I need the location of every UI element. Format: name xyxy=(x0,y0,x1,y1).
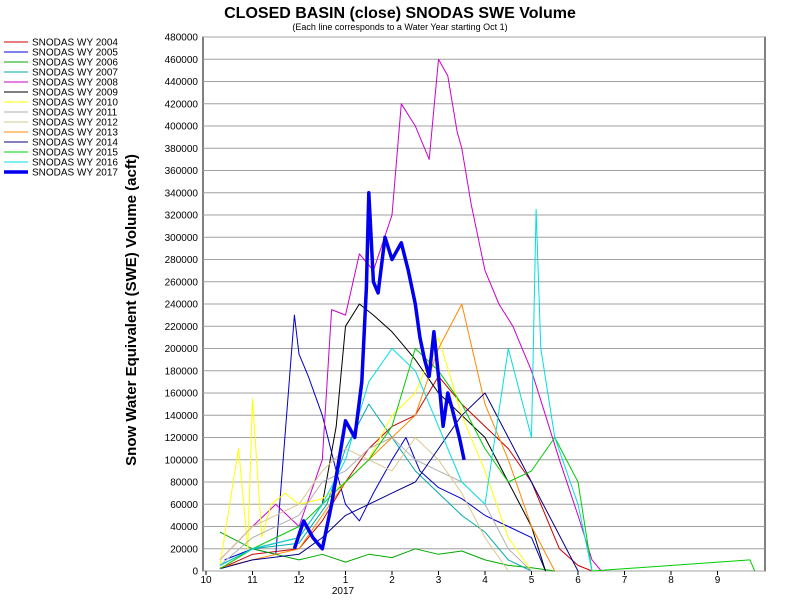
y-axis-label: Snow Water Equivalent (SWE) Volume (acft… xyxy=(123,154,140,466)
x-tick-label: 8 xyxy=(668,575,674,586)
y-tick-label: 240000 xyxy=(165,300,199,311)
y-tick-label: 60000 xyxy=(170,500,198,511)
series-line-10 xyxy=(219,303,556,572)
legend-label: SNODAS WY 2011 xyxy=(32,108,118,119)
x-tick-label: 5 xyxy=(529,575,535,586)
x-tick-label: 6 xyxy=(575,575,581,586)
x-tick-label: 10 xyxy=(200,575,212,586)
x-year-label: 2017 xyxy=(332,586,355,597)
y-tick-label: 280000 xyxy=(165,255,199,266)
x-tick-label: 4 xyxy=(482,575,488,586)
x-tick-label: 12 xyxy=(293,575,305,586)
y-tick-label: 140000 xyxy=(165,411,199,422)
y-tick-label: 20000 xyxy=(170,544,198,555)
legend-label: SNODAS WY 2012 xyxy=(32,118,118,129)
y-tick-label: 380000 xyxy=(165,144,199,155)
y-tick-label: 340000 xyxy=(165,188,199,199)
legend-label: SNODAS WY 2017 xyxy=(32,168,118,179)
legend-label: SNODAS WY 2008 xyxy=(32,78,118,89)
series-lines xyxy=(219,58,756,572)
x-tick-label: 3 xyxy=(436,575,442,586)
series-line-12 xyxy=(219,348,756,572)
legend-label: SNODAS WY 2013 xyxy=(32,128,118,139)
y-tick-label: 200000 xyxy=(165,344,199,355)
legend-label: SNODAS WY 2015 xyxy=(32,148,118,159)
x-tick-label: 7 xyxy=(622,575,628,586)
y-tick-label: 400000 xyxy=(165,122,199,133)
y-axis-ticks: 0 20000 40000 60000 80000 100000 120000 140000 1… xyxy=(165,33,199,578)
legend-label: SNODAS WY 2006 xyxy=(32,58,118,69)
x-tick-label: 11 xyxy=(247,575,258,586)
grid-lines xyxy=(203,36,765,572)
y-tick-label: 320000 xyxy=(165,211,199,222)
series-line-14 xyxy=(292,191,466,551)
y-tick-label: 440000 xyxy=(165,77,199,88)
y-tick-label: 260000 xyxy=(165,277,199,288)
series-line-9 xyxy=(219,437,509,572)
y-tick-label: 220000 xyxy=(165,322,199,333)
y-tick-label: 360000 xyxy=(165,166,199,177)
chart-title: CLOSED BASIN (close) SNODAS SWE Volume xyxy=(224,5,576,22)
y-tick-label: 120000 xyxy=(165,433,199,444)
series-line-13 xyxy=(219,208,593,572)
legend-label: SNODAS WY 2009 xyxy=(32,88,118,99)
y-tick-label: 460000 xyxy=(165,55,199,66)
chart-subtitle: (Each line corresponds to a Water Year s… xyxy=(292,22,507,32)
legend-label: SNODAS WY 2016 xyxy=(32,158,118,169)
legend-label: SNODAS WY 2004 xyxy=(32,38,118,49)
y-tick-label: 420000 xyxy=(165,99,199,110)
y-tick-label: 40000 xyxy=(170,522,198,533)
series-line-3 xyxy=(219,531,555,572)
series-line-4 xyxy=(219,403,532,572)
y-tick-label: 480000 xyxy=(165,33,199,44)
series-line-2 xyxy=(224,314,546,572)
x-tick-label: 2 xyxy=(389,575,395,586)
y-tick-label: 160000 xyxy=(165,389,199,400)
legend-label: SNODAS WY 2007 xyxy=(32,68,118,79)
legend-label: SNODAS WY 2005 xyxy=(32,48,118,59)
series-line-11 xyxy=(219,392,579,572)
y-tick-label: 300000 xyxy=(165,233,199,244)
legend-label: SNODAS WY 2014 xyxy=(32,138,118,149)
y-tick-label: 80000 xyxy=(170,478,198,489)
x-tick-label: 1 xyxy=(343,575,349,586)
legend-label: SNODAS WY 2010 xyxy=(32,98,118,109)
x-axis-ticks: 10 11 12 1 2 3 4 5 6 7 8 9 xyxy=(200,571,721,586)
series-line-5 xyxy=(219,58,602,572)
y-tick-label: 0 xyxy=(192,567,198,578)
y-tick-label: 100000 xyxy=(165,455,199,466)
y-tick-label: 180000 xyxy=(165,366,199,377)
x-tick-label: 9 xyxy=(715,575,721,586)
